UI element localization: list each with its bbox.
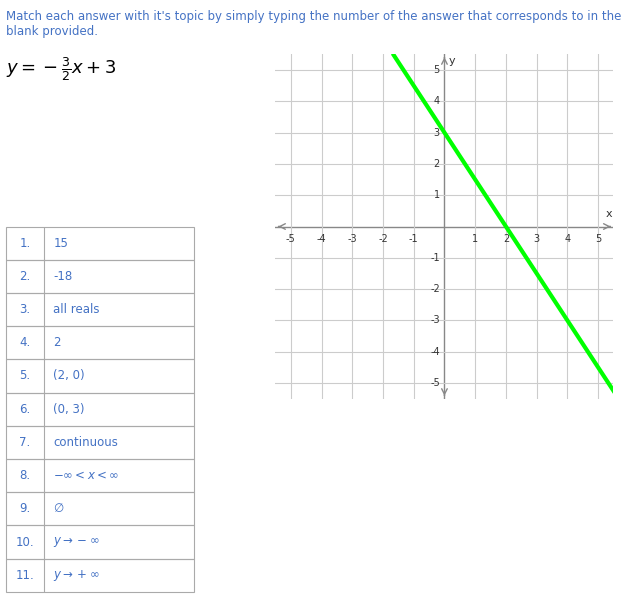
Text: 3: 3	[533, 234, 540, 245]
Bar	[6, 426, 194, 459]
Text: $y \rightarrow -\infty$: $y \rightarrow -\infty$	[53, 535, 100, 549]
Text: 8.: 8.	[19, 469, 31, 482]
Bar	[6, 459, 194, 492]
Bar	[6, 293, 194, 326]
Bar	[6, 226, 194, 260]
Text: 5: 5	[595, 234, 601, 245]
Text: $\varnothing$: $\varnothing$	[53, 503, 64, 515]
Text: 15: 15	[53, 237, 68, 249]
Bar	[6, 559, 194, 592]
Text: -4: -4	[430, 347, 440, 357]
Text: 4: 4	[564, 234, 570, 245]
Text: -2: -2	[378, 234, 388, 245]
Text: 2: 2	[53, 336, 61, 349]
Text: 10.: 10.	[16, 536, 34, 548]
Text: -1: -1	[409, 234, 419, 245]
Text: 7.: 7.	[19, 436, 31, 449]
Text: -3: -3	[430, 315, 440, 326]
Text: 5.: 5.	[19, 370, 31, 382]
Text: -5: -5	[286, 234, 295, 245]
Text: $y = -\frac{3}{2}x + 3$: $y = -\frac{3}{2}x + 3$	[6, 56, 116, 83]
Text: 1: 1	[434, 190, 440, 200]
Bar	[6, 393, 194, 426]
Text: 4.: 4.	[19, 336, 31, 349]
Text: all reals: all reals	[53, 303, 100, 316]
Text: -4: -4	[317, 234, 326, 245]
Text: 11.: 11.	[16, 569, 34, 582]
Text: 3.: 3.	[19, 303, 31, 316]
Text: continuous: continuous	[53, 436, 118, 449]
Text: 3: 3	[434, 127, 440, 138]
Text: $y \rightarrow +\infty$: $y \rightarrow +\infty$	[53, 568, 100, 583]
Text: (0, 3): (0, 3)	[53, 403, 85, 416]
Text: 1.: 1.	[19, 237, 31, 249]
Text: 6.: 6.	[19, 403, 31, 416]
Text: Match each answer with it's topic by simply typing the number of the answer that: Match each answer with it's topic by sim…	[6, 10, 622, 38]
Text: 5: 5	[434, 65, 440, 75]
Bar	[6, 525, 194, 559]
Text: 2: 2	[434, 159, 440, 169]
Bar	[6, 359, 194, 393]
Text: -5: -5	[430, 378, 440, 388]
Text: -18: -18	[53, 270, 73, 283]
Text: (2, 0): (2, 0)	[53, 370, 85, 382]
Text: 2.: 2.	[19, 270, 31, 283]
Text: x: x	[605, 208, 612, 219]
Text: -2: -2	[430, 284, 440, 294]
Text: $-\infty < x < \infty$: $-\infty < x < \infty$	[53, 469, 119, 482]
Bar	[6, 260, 194, 293]
Bar	[6, 492, 194, 525]
Text: -3: -3	[347, 234, 357, 245]
Text: 2: 2	[503, 234, 509, 245]
Text: y: y	[449, 56, 456, 66]
Text: -1: -1	[430, 253, 440, 263]
Text: 1: 1	[472, 234, 478, 245]
Text: 9.: 9.	[19, 503, 31, 515]
Bar	[6, 326, 194, 359]
Text: 4: 4	[434, 96, 440, 106]
